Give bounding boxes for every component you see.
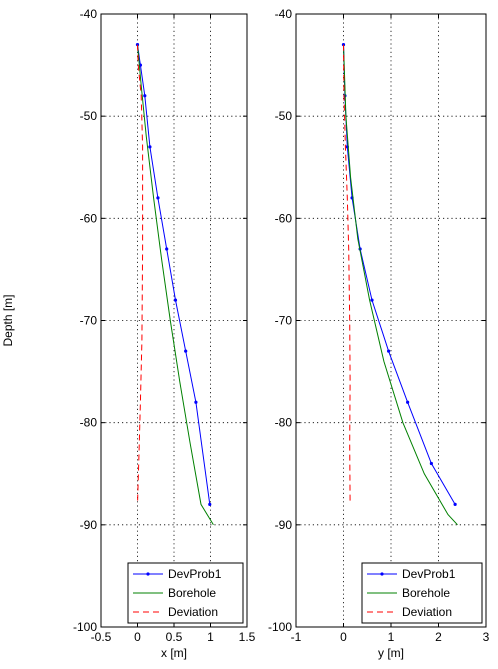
y-axis-label: Depth [m] — [1, 294, 15, 346]
series-line-borehole — [137, 44, 214, 526]
legend-label-deviation: Deviation — [402, 605, 452, 619]
x-tick-label: 0.5 — [166, 630, 183, 644]
y-tick-label: -50 — [80, 109, 98, 123]
legend-label-borehole: Borehole — [402, 586, 450, 600]
series-line-devprob1 — [137, 44, 211, 505]
x-tick-label: 1.5 — [239, 630, 256, 644]
data-point-devprob1 — [173, 298, 178, 302]
x-tick-label: -0.5 — [91, 630, 112, 644]
y-tick-label: -60 — [80, 211, 98, 225]
legend: DevProb1 Borehole Deviation — [127, 562, 244, 624]
x-tick-label: -1 — [291, 630, 302, 644]
data-point-devprob1 — [148, 145, 152, 149]
series-line-deviation — [343, 44, 351, 505]
y-tick-label: -80 — [80, 416, 98, 430]
x-tick-label: 2 — [435, 630, 442, 644]
legend-label-devprob1: DevProb1 — [402, 567, 456, 581]
legend-label-borehole: Borehole — [168, 586, 216, 600]
x-tick-label: 0 — [340, 630, 347, 644]
y-tick-label: -80 — [275, 416, 293, 430]
data-point-devprob1 — [341, 43, 346, 47]
data-point-devprob1 — [429, 461, 433, 466]
series-line-borehole — [343, 44, 458, 526]
legend-marker-devprob1 — [380, 572, 384, 576]
data-point-devprob1 — [143, 94, 147, 98]
y-tick-label: -40 — [275, 7, 293, 21]
legend-label-devprob1: DevProb1 — [168, 567, 222, 581]
data-point-devprob1 — [165, 247, 169, 251]
legend: DevProb1 Borehole Deviation — [361, 562, 483, 624]
data-point-devprob1 — [184, 349, 188, 353]
y-tick-label: -100 — [73, 620, 97, 634]
data-point-devprob1 — [194, 400, 198, 404]
y-tick-label: -90 — [275, 518, 293, 532]
x-tick-label: 1 — [207, 630, 214, 644]
legend-marker-devprob1 — [146, 572, 150, 576]
right-plot-y: -1 0 1 2 3 -40 -50 -60 -70 -80 -90 -100 y [m] DevProb… — [268, 7, 490, 660]
legend-label-deviation: Deviation — [168, 605, 218, 619]
x-tick-label: 3 — [483, 630, 490, 644]
y-tick-label: -60 — [275, 211, 293, 225]
series-line-deviation — [137, 44, 144, 505]
data-point-devprob1 — [208, 502, 212, 506]
data-point-devprob1 — [156, 196, 160, 200]
data-point-devprob1 — [387, 349, 391, 353]
y-tick-label: -40 — [80, 7, 98, 21]
x-tick-label: 1 — [388, 630, 395, 644]
data-point-devprob1 — [135, 43, 140, 47]
y-tick-label: -100 — [268, 620, 292, 634]
data-point-devprob1 — [370, 298, 374, 302]
data-point-devprob1 — [453, 502, 457, 506]
y-tick-label: -70 — [275, 314, 293, 328]
x-tick-label: 0 — [134, 630, 141, 644]
y-tick-label: -70 — [80, 314, 98, 328]
left-plot-x: -0.5 0 0.5 1 1.5 -40 -50 -60 -70 -80 -90 -100 x [m] D… — [1, 7, 256, 660]
x-axis-label: x [m] — [161, 646, 187, 660]
y-tick-label: -90 — [80, 518, 98, 532]
x-axis-label: y [m] — [378, 646, 404, 660]
y-tick-label: -50 — [275, 109, 293, 123]
data-point-devprob1 — [406, 400, 410, 404]
